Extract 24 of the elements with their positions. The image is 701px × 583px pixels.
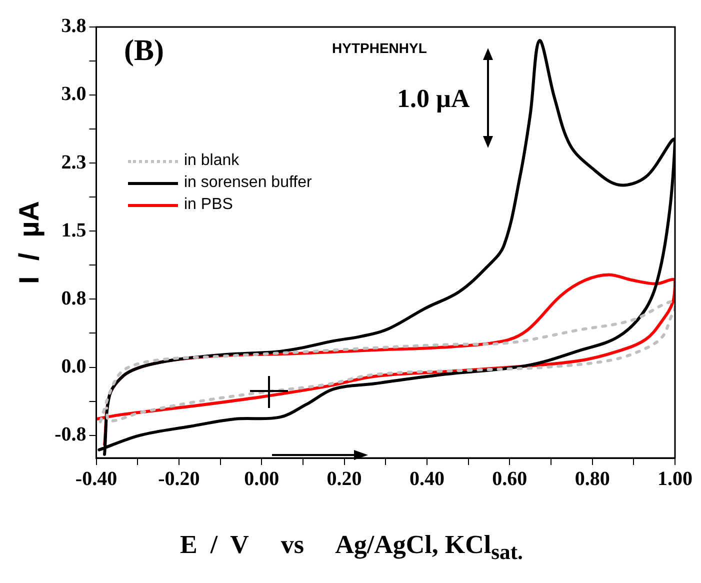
- x-tick-label: 0.80: [574, 468, 610, 490]
- x-tick-label: -0.20: [158, 468, 200, 490]
- x-tick-label: 0.40: [409, 468, 444, 490]
- annotation: 1.0 µA: [397, 84, 470, 114]
- y-tick-label: 0.0: [61, 355, 86, 378]
- x-tick-label: 0.60: [492, 468, 528, 490]
- y-tick-label: 3.0: [61, 83, 86, 106]
- x-axis-title: E / V vs Ag/AgCl, KCl$_{sat.}$: [180, 530, 523, 566]
- x-tick-label: 1.00: [658, 468, 692, 490]
- y-axis-title: I / µA: [14, 200, 45, 284]
- x-tick-label: -0.40: [75, 468, 118, 490]
- y-tick-label: 0.8: [61, 287, 86, 310]
- x-tick-label: 0.20: [326, 468, 362, 490]
- x-tick-label: 0.00: [244, 468, 280, 490]
- legend-label: in sorensen buffer: [184, 174, 312, 192]
- y-tick-label: 1.5: [61, 219, 86, 242]
- y-tick-label: 2.3: [61, 151, 86, 174]
- annotation: HYTPHENHYL: [332, 40, 427, 56]
- line-series: [98, 300, 675, 424]
- y-tick-label: 3.8: [61, 15, 86, 38]
- legend-label: in blank: [184, 152, 240, 170]
- annotation: (B): [124, 34, 164, 68]
- y-tick-label: -0.8: [54, 423, 86, 446]
- legend-label: in PBS: [184, 196, 233, 214]
